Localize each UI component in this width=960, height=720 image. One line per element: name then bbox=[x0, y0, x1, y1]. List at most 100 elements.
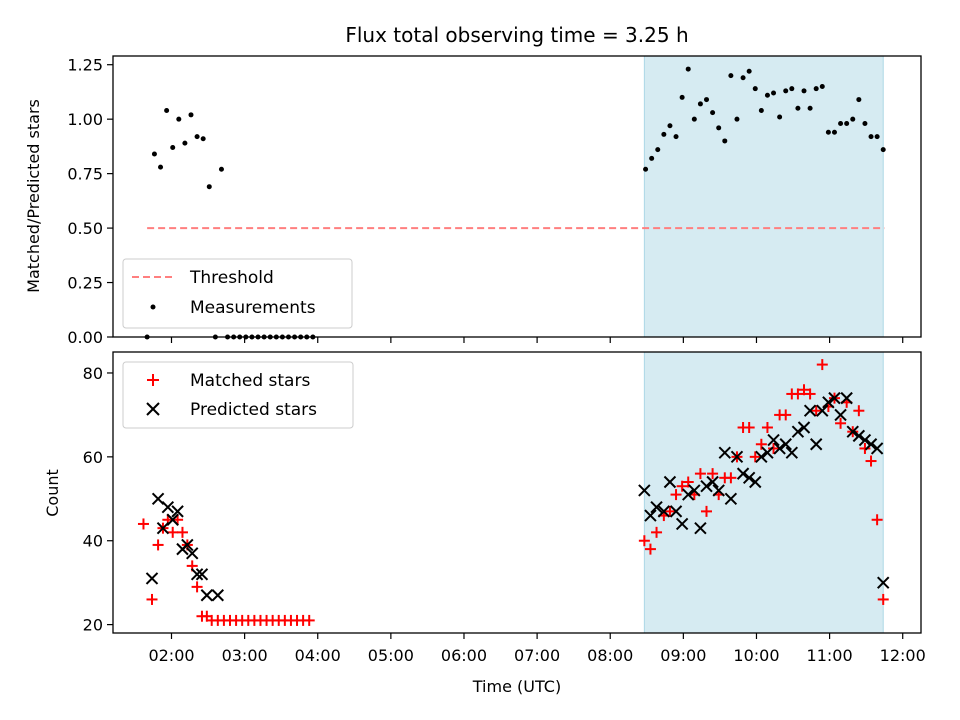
y-tick-label: 40 bbox=[83, 532, 103, 551]
predicted-star-point bbox=[195, 568, 209, 581]
predicted-star-point bbox=[797, 421, 811, 434]
measurement-point bbox=[819, 83, 825, 89]
measurement-point bbox=[734, 116, 740, 122]
measurement-point bbox=[831, 129, 837, 135]
measurement-point bbox=[844, 121, 850, 127]
observing-window-shade bbox=[643, 55, 884, 338]
measurement-point bbox=[188, 112, 194, 118]
legend-predicted-label: Predicted stars bbox=[190, 400, 317, 420]
measurement-point bbox=[825, 129, 831, 135]
measurement-point bbox=[661, 131, 667, 137]
measurement-point bbox=[704, 97, 710, 103]
measurement-point bbox=[758, 107, 764, 113]
matched-star-point bbox=[810, 405, 822, 417]
measurement-point bbox=[697, 101, 703, 107]
measurement-point bbox=[194, 134, 200, 140]
measurement-point bbox=[777, 114, 783, 120]
legend-predicted-swatch bbox=[146, 402, 160, 416]
y-tick-label: 80 bbox=[83, 364, 103, 383]
measurement-point bbox=[667, 123, 673, 129]
bottom-y-ticks: 20 40 60 80 bbox=[83, 364, 113, 635]
measurement-point bbox=[880, 147, 886, 153]
predicted-star-point bbox=[694, 521, 707, 535]
x-tick-label: 04:00 bbox=[295, 646, 341, 665]
predicted-star-point bbox=[840, 391, 853, 405]
measurement-point bbox=[764, 92, 770, 98]
predicted-star-point bbox=[877, 576, 890, 589]
matched-star-point bbox=[792, 388, 804, 400]
y-tick-label: 0.75 bbox=[67, 165, 103, 184]
matched-star-point bbox=[877, 593, 889, 605]
measurement-point bbox=[158, 164, 164, 170]
top-axes-frame bbox=[112, 55, 922, 338]
predicted-star-point bbox=[755, 450, 768, 464]
predicted-star-point bbox=[644, 509, 657, 522]
matched-star-point bbox=[768, 442, 780, 454]
matched-star-point bbox=[761, 421, 773, 433]
top-y-ticks: 0.00 0.25 0.50 0.75 1.00 1.25 bbox=[67, 56, 113, 347]
predicted-star-point bbox=[663, 475, 677, 489]
matched-star-point bbox=[191, 581, 203, 593]
predicted-star-point bbox=[718, 446, 731, 459]
predicted-star-point bbox=[730, 450, 744, 464]
legend-measurements-label: Measurements bbox=[190, 298, 316, 318]
measurement-point bbox=[813, 86, 819, 92]
measurement-point bbox=[728, 73, 734, 79]
bottom-y-axis-label: Count bbox=[43, 469, 62, 517]
measurement-point bbox=[850, 116, 856, 122]
predicted-star-point bbox=[736, 467, 750, 480]
measurement-point bbox=[874, 134, 880, 140]
x-tick-label: 12:00 bbox=[880, 646, 926, 665]
measurement-point bbox=[218, 166, 224, 172]
predicted-star-point bbox=[742, 471, 756, 485]
matched-star-point bbox=[871, 514, 883, 526]
matched-star-point bbox=[835, 417, 847, 429]
predicted-star-point bbox=[190, 568, 204, 581]
legend-box bbox=[122, 258, 353, 329]
bottom-legend: Matched stars Predicted stars bbox=[122, 361, 354, 429]
measurement-point bbox=[746, 68, 752, 74]
x-tick-label: 06:00 bbox=[441, 646, 487, 665]
measurement-point bbox=[710, 110, 716, 116]
measurement-point bbox=[170, 144, 176, 150]
top-y-axis-label: Matched/Predicted stars bbox=[24, 99, 43, 293]
measurement-point bbox=[643, 166, 649, 172]
predicted-star-point bbox=[186, 547, 199, 560]
matched-star-point bbox=[859, 442, 871, 454]
chart-title: Flux total observing time = 3.25 h bbox=[345, 23, 688, 47]
y-tick-label: 20 bbox=[83, 616, 103, 635]
predicted-star-point bbox=[682, 488, 695, 501]
x-tick-label: 05:00 bbox=[368, 646, 414, 665]
x-tick-label: 08:00 bbox=[587, 646, 633, 665]
bottom-panel-data bbox=[137, 359, 890, 626]
predicted-star-point bbox=[657, 505, 671, 518]
y-tick-label: 0.00 bbox=[67, 328, 103, 347]
matched-star-point bbox=[816, 359, 828, 371]
measurement-point bbox=[685, 66, 691, 72]
x-tick-label: 03:00 bbox=[222, 646, 268, 665]
measurement-point bbox=[164, 107, 170, 113]
predicted-star-point bbox=[761, 446, 774, 459]
matched-star-point bbox=[707, 468, 719, 480]
predicted-star-point bbox=[724, 492, 738, 505]
predicted-star-point bbox=[171, 505, 184, 518]
measurement-point bbox=[862, 121, 868, 127]
predicted-star-point bbox=[700, 480, 713, 493]
measurement-point bbox=[795, 105, 801, 111]
predicted-star-point bbox=[166, 513, 179, 526]
predicted-star-point bbox=[809, 438, 823, 451]
matched-star-point bbox=[638, 535, 650, 547]
matched-star-point bbox=[176, 526, 188, 538]
measurement-point bbox=[801, 88, 807, 94]
x-tick-label: 09:00 bbox=[660, 646, 706, 665]
measurement-point bbox=[200, 136, 206, 142]
predicted-star-point bbox=[669, 505, 683, 518]
predicted-star-point bbox=[828, 391, 841, 405]
measurement-point bbox=[673, 134, 679, 140]
predicted-star-point bbox=[675, 517, 689, 531]
matched-star-point bbox=[865, 455, 877, 467]
y-tick-label: 1.00 bbox=[67, 110, 103, 129]
matched-star-point bbox=[670, 489, 682, 501]
measurement-point bbox=[649, 155, 655, 161]
